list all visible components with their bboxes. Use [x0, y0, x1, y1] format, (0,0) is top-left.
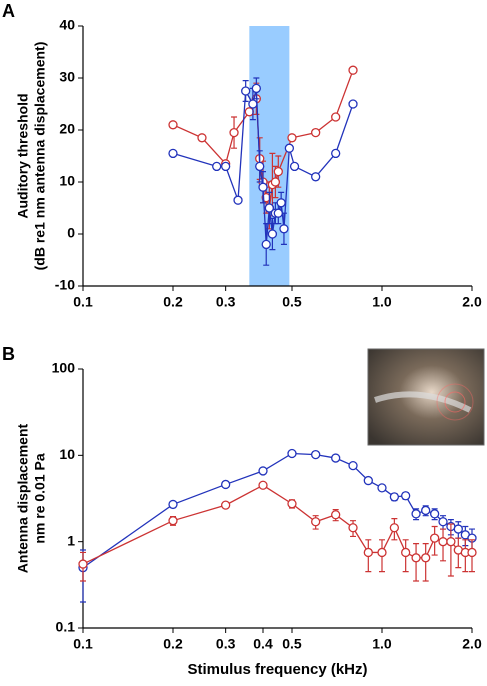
y-axis-label: nm re 0.01 Pa: [32, 453, 48, 543]
data-point: [331, 453, 341, 463]
data-point: [168, 499, 178, 510]
data-point: [212, 161, 222, 172]
data-point: [311, 127, 321, 138]
x-tick-label: 2.0: [462, 294, 482, 310]
x-axis-label: Stimulus frequency (kHz): [187, 661, 367, 678]
y-tick-label: 0: [67, 225, 75, 241]
data-point: [267, 229, 278, 239]
data-point: [244, 107, 254, 117]
data-point: [229, 127, 239, 138]
series-line: [82, 484, 472, 565]
data-point: [168, 148, 178, 159]
data-point: [264, 203, 274, 213]
data-point: [438, 517, 448, 527]
data-point: [279, 224, 289, 234]
data-point: [289, 161, 300, 172]
data-point: [411, 509, 421, 519]
x-tick-label: 1.0: [372, 294, 392, 310]
data-point: [261, 239, 271, 250]
data-point: [377, 547, 387, 558]
y-tick-label: 100: [52, 360, 76, 376]
x-tick-label: 2.0: [462, 636, 482, 652]
data-point: [311, 517, 321, 527]
data-point: [331, 148, 341, 159]
y-tick-label: 30: [59, 69, 75, 85]
data-point: [446, 537, 456, 547]
y-axis-label: (dB re1 nm antenna displacement): [32, 42, 48, 271]
data-point: [284, 143, 295, 153]
x-tick-label: 0.2: [163, 294, 183, 310]
data-point: [348, 65, 358, 75]
data-point: [311, 172, 321, 182]
data-point: [233, 195, 243, 205]
data-point: [429, 533, 440, 543]
data-point: [363, 475, 373, 486]
data-point: [168, 120, 178, 130]
data-point: [273, 208, 283, 218]
data-point: [377, 483, 387, 493]
y-axis-label: Antenna displacement: [15, 423, 31, 573]
x-tick-label: 1.0: [372, 636, 392, 652]
inset-photo: [367, 348, 485, 446]
data-point: [221, 161, 231, 172]
data-point: [276, 198, 286, 208]
data-point: [273, 166, 283, 177]
data-point: [348, 99, 358, 109]
data-point: [270, 177, 281, 187]
data-point: [348, 523, 358, 533]
y-tick-label: 1: [67, 532, 75, 548]
data-point: [221, 500, 231, 510]
y-tick-label: 10: [59, 173, 75, 189]
data-point: [287, 133, 297, 143]
x-tick-label: 0.1: [73, 294, 93, 310]
y-tick-label: 20: [59, 121, 75, 137]
y-tick-label: 40: [59, 17, 75, 33]
x-tick-label: 0.3: [216, 636, 236, 652]
data-point: [348, 460, 358, 471]
data-point: [255, 161, 265, 172]
data-point: [453, 524, 463, 534]
data-point: [168, 516, 178, 526]
data-point: [258, 466, 268, 476]
data-point: [78, 559, 88, 569]
data-point: [401, 491, 411, 501]
x-tick-label: 0.2: [163, 636, 183, 652]
data-point: [389, 492, 400, 502]
data-point: [287, 448, 297, 459]
y-tick-label: -10: [55, 277, 75, 293]
y-tick-label: 10: [59, 446, 75, 462]
data-point: [389, 523, 400, 533]
x-tick-label: 0.4: [253, 636, 273, 652]
y-tick-label: 0.1: [56, 619, 76, 635]
data-point: [248, 99, 258, 109]
data-point: [411, 553, 421, 563]
data-point: [401, 547, 411, 558]
data-point: [287, 499, 297, 509]
data-point: [311, 449, 321, 460]
data-point: [241, 86, 251, 96]
panel-label: B: [2, 344, 15, 364]
data-point: [197, 133, 207, 143]
data-point: [331, 510, 341, 520]
data-point: [221, 479, 231, 490]
panel-label: A: [2, 1, 15, 21]
data-point: [363, 547, 373, 558]
data-point: [421, 553, 431, 563]
x-tick-label: 0.5: [282, 294, 302, 310]
x-tick-label: 0.1: [73, 636, 93, 652]
data-point: [438, 537, 448, 547]
data-point: [258, 182, 268, 192]
data-point: [251, 83, 262, 94]
error-bar: [447, 523, 454, 577]
data-point: [331, 112, 341, 122]
data-point: [467, 547, 477, 558]
data-point: [258, 480, 268, 490]
x-tick-label: 0.3: [216, 294, 236, 310]
data-point: [421, 505, 431, 516]
x-tick-label: 0.5: [282, 636, 302, 652]
data-point: [429, 509, 440, 519]
y-axis-label: Auditory threshold: [15, 93, 31, 218]
